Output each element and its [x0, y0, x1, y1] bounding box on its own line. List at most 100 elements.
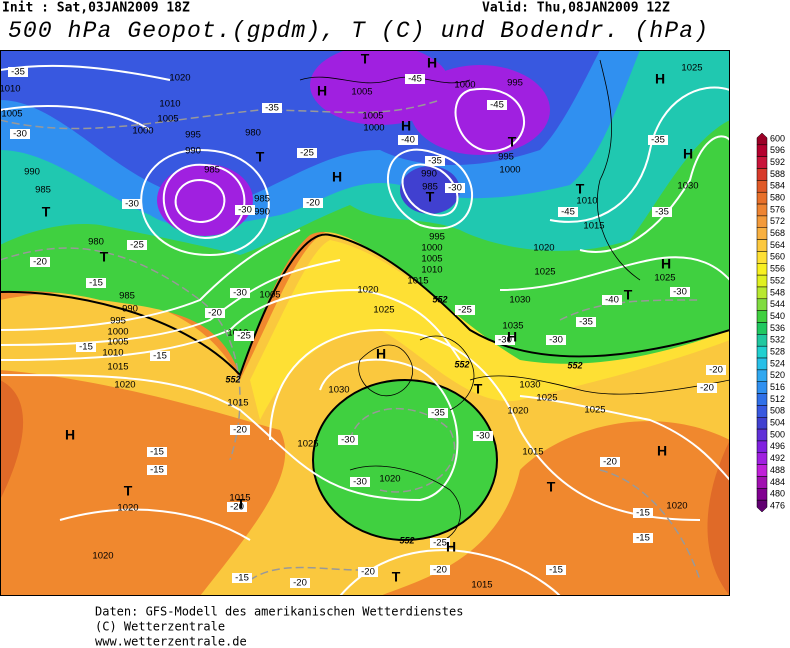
- isobar-label: 985: [254, 194, 270, 205]
- isotherm-label: -15: [150, 465, 164, 476]
- pressure-center: H: [507, 329, 517, 345]
- isobar-label: 990: [421, 169, 437, 180]
- isobar-label: 1000: [107, 327, 128, 338]
- isotherm-label: -30: [476, 431, 490, 442]
- isobar-label: 1005: [107, 337, 128, 348]
- isotherm-label-box: [227, 502, 247, 512]
- isotherm-label-box: [122, 199, 142, 209]
- isobar-label: 1030: [509, 295, 530, 306]
- pressure-center: H: [401, 118, 411, 134]
- isotherm-label: -20: [603, 457, 617, 468]
- isotherm-label: -35: [655, 207, 669, 218]
- colorbar-cell: [756, 428, 768, 442]
- isobar-label: 1025: [681, 63, 702, 74]
- colorbar-label: 480: [770, 489, 785, 499]
- colorbar-cell: [756, 357, 768, 371]
- colorbar-cell: [756, 499, 768, 513]
- colorbar-label: 572: [770, 216, 785, 226]
- isobar-label: 1015: [471, 580, 492, 591]
- colorbar-cell: [756, 215, 768, 228]
- colorbar-label: 520: [770, 370, 785, 380]
- pressure-center: T: [392, 569, 401, 585]
- isotherm-label-box: [706, 365, 726, 375]
- isobar-label: 1020: [92, 551, 113, 562]
- colorbar-cell: [756, 452, 768, 465]
- isotherm-label-box: [576, 317, 596, 327]
- colorbar-cell: [756, 156, 768, 169]
- isotherm-label: -35: [265, 103, 279, 114]
- isobar-label: 1020: [114, 380, 135, 391]
- map-title: 500 hPa Geopot.(gpdm), T (C) und Bodendr…: [8, 18, 708, 44]
- isotherm-label-box: [303, 198, 323, 208]
- isotherm-label: -20: [361, 567, 375, 578]
- isotherm-label-box: [290, 578, 310, 588]
- pressure-center: T: [426, 189, 435, 205]
- isotherm-label-box: [230, 425, 250, 435]
- pressure-center: T: [42, 204, 51, 220]
- isotherm-label: -20: [230, 502, 244, 513]
- isobar-label: 1005: [157, 114, 178, 125]
- colorbar-cell: [756, 345, 768, 359]
- isotherm-label: -30: [13, 129, 27, 140]
- pressure-center: T: [100, 249, 109, 265]
- isotherm-label: -35: [428, 156, 442, 167]
- isobar-label: 1015: [583, 221, 604, 232]
- isobar-label: 995: [429, 232, 445, 243]
- isotherm-label-box: [670, 287, 690, 297]
- cutoff-low: [312, 379, 498, 541]
- isotherm-label-box: [398, 135, 418, 145]
- pressure-center: T: [547, 479, 556, 495]
- isotherm-label-box: [147, 447, 167, 457]
- isobar-label: 1010: [421, 265, 442, 276]
- colorbar-cell: [756, 488, 768, 501]
- pressure-center: H: [446, 539, 456, 555]
- isotherm-label-box: [230, 288, 250, 298]
- isotherm-label: -30: [549, 335, 563, 346]
- isotherm-label-box: [473, 431, 493, 441]
- isobar-label: 1010: [0, 84, 21, 95]
- isobar-label: 1005: [1, 109, 22, 120]
- isotherm-label-box: [648, 135, 668, 145]
- pressure-center: T: [124, 483, 133, 499]
- isotherm-label-box: [428, 408, 448, 418]
- colorbar-label: 528: [770, 346, 785, 356]
- isotherm-label-box: [430, 538, 450, 548]
- isobar-label: 990: [254, 207, 270, 218]
- vortex: [400, 166, 460, 214]
- isotherm-label-box: [76, 342, 96, 352]
- colorbar-cell: [756, 286, 768, 300]
- colorbar-label: 564: [770, 240, 785, 250]
- isotherm-label-box: [10, 129, 30, 139]
- colorbar-label: 568: [770, 228, 785, 238]
- colorbar-label: 512: [770, 394, 785, 404]
- isobar-label: 1025: [584, 405, 605, 416]
- isotherm-label-box: [127, 240, 147, 250]
- isobar-label: 1010: [102, 348, 123, 359]
- isotherm-label-box: [147, 465, 167, 475]
- isotherm-label-box: [234, 331, 254, 341]
- isobar-label: 995: [507, 78, 523, 89]
- isotherm-label: -25: [237, 331, 251, 342]
- colorbar-label: 540: [770, 311, 785, 321]
- isotherm-label: -30: [353, 477, 367, 488]
- pressure-center: T: [237, 496, 246, 512]
- isotherm-label: -15: [235, 573, 249, 584]
- isobar-label: 1025: [534, 267, 555, 278]
- isobar-label: 1005: [421, 254, 442, 265]
- pressure-center: H: [317, 83, 327, 99]
- colorbar-label: 552: [770, 275, 785, 285]
- pressure-center: T: [474, 381, 483, 397]
- isobar-label: 1020: [666, 501, 687, 512]
- isobar-label: 995: [185, 130, 201, 141]
- colorbar-label: 516: [770, 382, 785, 392]
- colorbar-label: 508: [770, 406, 785, 416]
- isotherm-label-box: [455, 305, 475, 315]
- isotherm-label: -15: [79, 342, 93, 353]
- isotherm-label-box: [633, 508, 653, 518]
- colorbar-label: 484: [770, 477, 785, 487]
- isotherm-label-box: [425, 156, 445, 166]
- colorbar-cell: [756, 393, 768, 406]
- isotherm-label: -25: [130, 240, 144, 251]
